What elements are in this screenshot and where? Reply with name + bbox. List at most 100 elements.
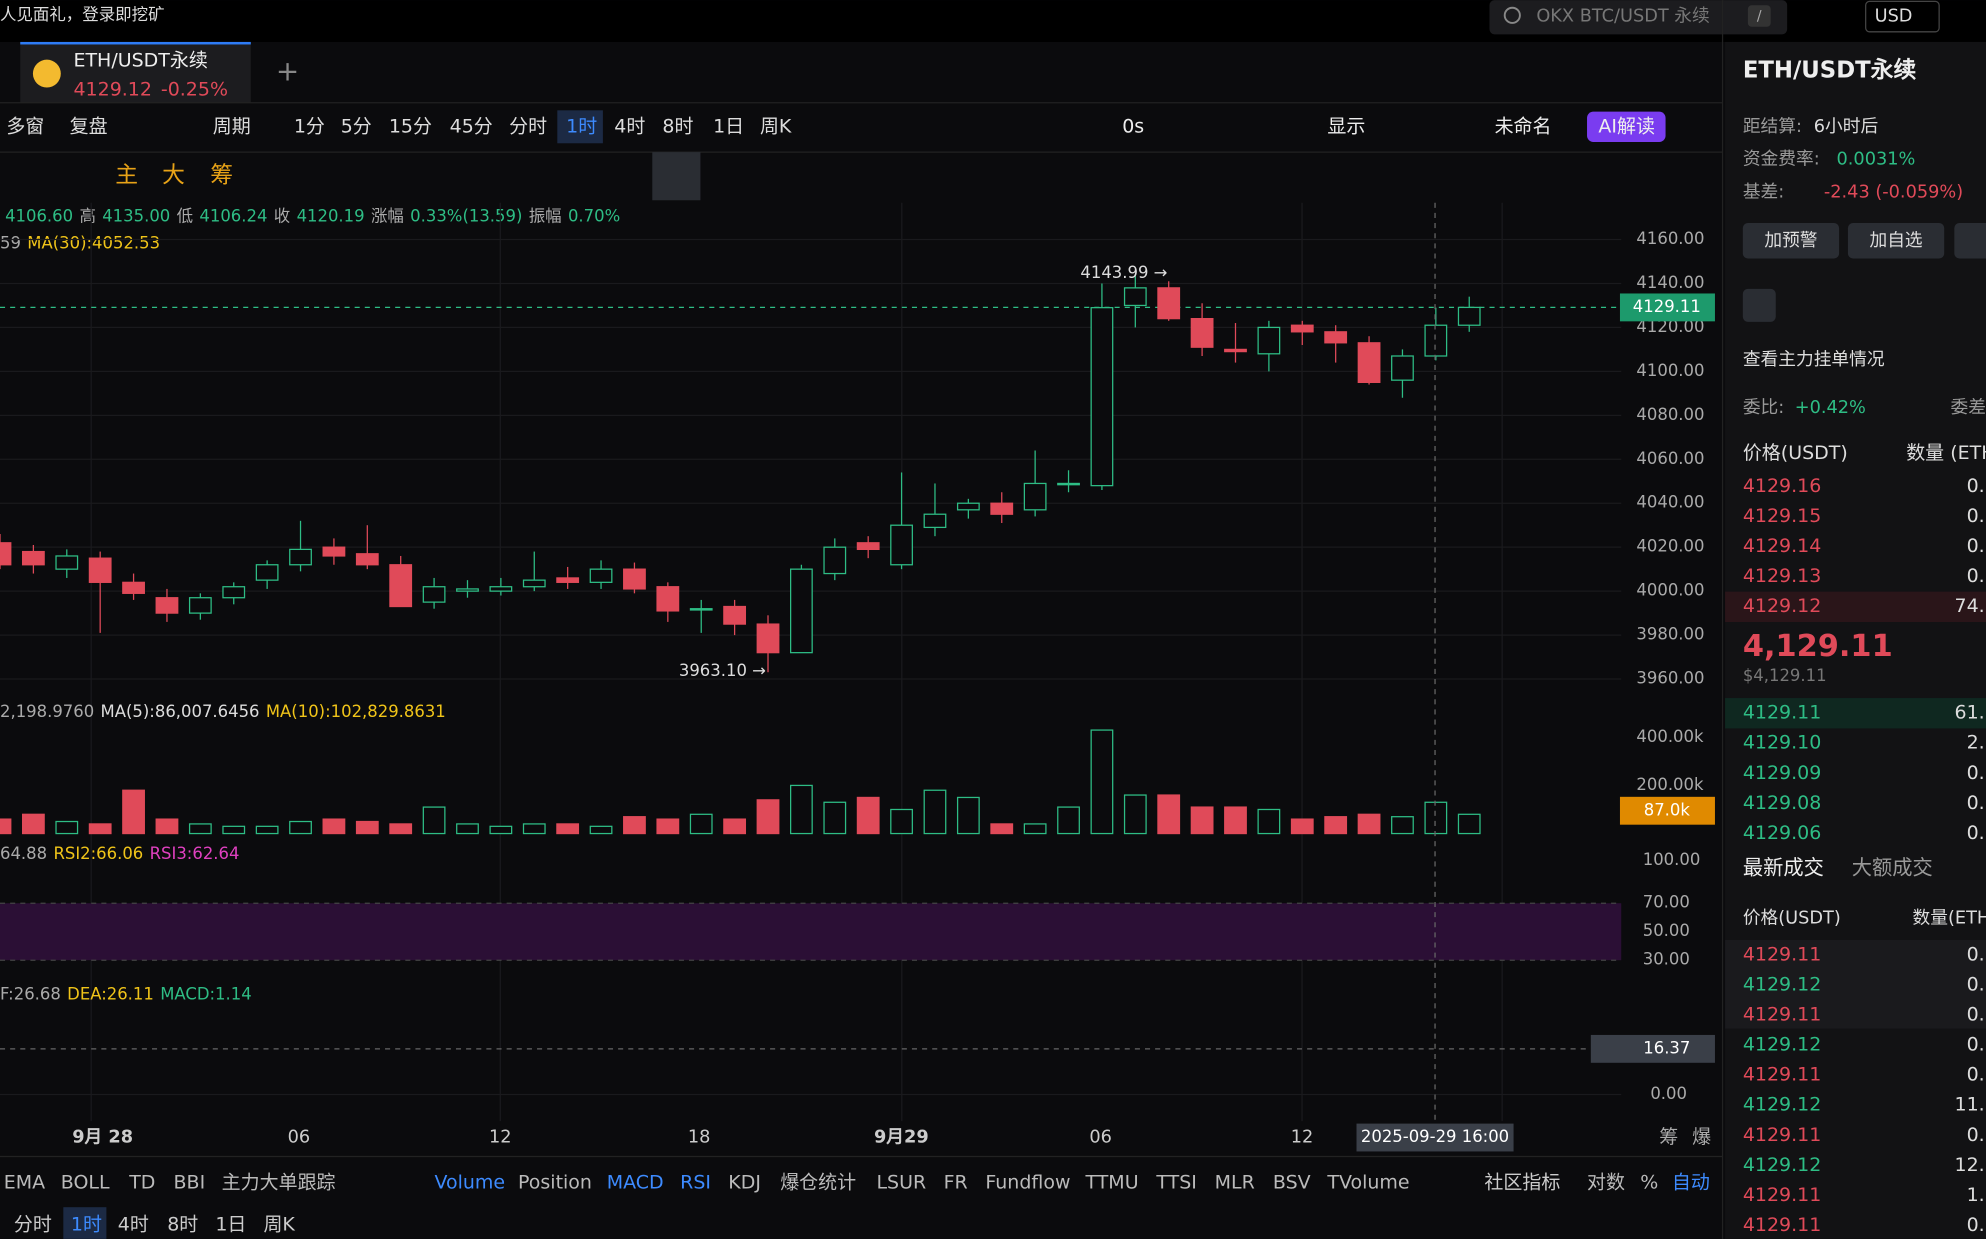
indicator[interactable]: EMA bbox=[4, 1172, 45, 1194]
panel-button bbox=[1954, 223, 1986, 259]
period-button[interactable]: 4时 bbox=[614, 115, 645, 137]
indicator[interactable]: Volume bbox=[434, 1172, 505, 1194]
period-button[interactable]: 1日 bbox=[215, 1213, 246, 1235]
book-header: 价格(USDT) bbox=[1743, 442, 1848, 464]
panel-button[interactable] bbox=[1847, 223, 1945, 259]
macd-legend: F:26.68 DEA:26.11 MACD:1.14 bbox=[0, 984, 252, 1003]
volume-bar bbox=[756, 799, 780, 835]
volume-bar bbox=[790, 784, 813, 835]
rsi-tick-label: 70.00 bbox=[1643, 893, 1690, 912]
period-button[interactable]: 周K bbox=[760, 115, 792, 137]
indicator[interactable]: MLR bbox=[1215, 1172, 1255, 1194]
tool-button[interactable]: 主 bbox=[115, 163, 138, 189]
axis-option[interactable]: 对数 bbox=[1587, 1172, 1625, 1194]
indicator[interactable]: 爆仓统计 bbox=[780, 1172, 856, 1194]
search-box[interactable] bbox=[1489, 0, 1788, 35]
trade-tab[interactable]: 大额成交 bbox=[1852, 856, 1933, 880]
period-button[interactable]: 5分 bbox=[341, 115, 372, 137]
indicator[interactable]: FR bbox=[944, 1172, 968, 1194]
active-period bbox=[557, 110, 603, 144]
period-button[interactable]: 复盘 bbox=[70, 115, 108, 137]
mid-usd: $4,129.11 bbox=[1743, 666, 1827, 685]
period-button[interactable]: 分时 bbox=[14, 1213, 52, 1235]
bid-price: 4129.06 bbox=[1743, 822, 1822, 844]
view-toggle[interactable] bbox=[1742, 288, 1776, 322]
corner-button[interactable]: 爆 bbox=[1692, 1126, 1711, 1148]
candle-body bbox=[856, 542, 880, 551]
tool-button[interactable]: 大 bbox=[162, 163, 185, 189]
ask-price: 4129.16 bbox=[1743, 475, 1822, 497]
volume-bar bbox=[823, 801, 847, 835]
indicator[interactable]: BSV bbox=[1273, 1172, 1311, 1194]
ohlc-line: 4106.60 高 4135.00 低 4106.24 收 4120.19 涨幅 0.33%(1… bbox=[5, 206, 620, 225]
period-button[interactable]: 1分 bbox=[294, 115, 325, 137]
volume-bar bbox=[155, 818, 179, 835]
tool-button[interactable]: 筹 bbox=[210, 163, 233, 189]
indicator[interactable]: TTMU bbox=[1084, 1172, 1138, 1194]
toolbar-button[interactable]: AI解读 bbox=[1598, 115, 1655, 137]
axis-option[interactable]: % bbox=[1640, 1172, 1658, 1194]
indicator[interactable]: BOLL bbox=[61, 1172, 110, 1194]
period-button[interactable]: 8时 bbox=[167, 1213, 198, 1235]
tab-indicator bbox=[20, 41, 251, 45]
depth-link[interactable]: 查看主力挂单情况 bbox=[1743, 349, 1885, 370]
toolbar-button[interactable]: 显示 bbox=[1327, 115, 1365, 137]
period-button[interactable]: 周K bbox=[263, 1213, 295, 1235]
trade-price: 4129.12 bbox=[1743, 1094, 1822, 1116]
axis-option[interactable]: 自动 bbox=[1672, 1172, 1710, 1194]
bid-price: 4129.09 bbox=[1743, 762, 1822, 784]
volume-bar bbox=[923, 789, 947, 835]
macd-legend-item: F:26.68 bbox=[0, 984, 61, 1003]
toolbar-button[interactable]: 0s bbox=[1122, 115, 1144, 137]
currency-select[interactable] bbox=[1865, 0, 1940, 33]
y-tick-label: 4080.00 bbox=[1636, 405, 1704, 424]
volume-bar bbox=[1057, 806, 1080, 835]
indicator[interactable]: KDJ bbox=[728, 1172, 761, 1194]
trade-tab[interactable]: 最新成交 bbox=[1743, 856, 1824, 880]
cursor-tag bbox=[1590, 1034, 1715, 1063]
indicator[interactable]: LSUR bbox=[876, 1172, 926, 1194]
indicator[interactable]: TD bbox=[128, 1172, 155, 1194]
add-tab[interactable]: + bbox=[276, 54, 299, 87]
candle-body bbox=[1357, 342, 1381, 383]
trade-qty: 0. bbox=[1967, 1064, 1985, 1086]
indicator[interactable]: Position bbox=[518, 1172, 592, 1194]
period-button[interactable]: 分时 bbox=[509, 115, 547, 137]
currency[interactable]: USD bbox=[1875, 7, 1913, 27]
candle-body bbox=[1424, 324, 1448, 357]
trade-price: 4129.12 bbox=[1743, 1154, 1822, 1176]
indicator[interactable]: MACD bbox=[607, 1172, 664, 1194]
ai-button[interactable] bbox=[1587, 111, 1666, 142]
volume-bar bbox=[1090, 729, 1114, 835]
volume-bar bbox=[389, 823, 413, 835]
volume-bar bbox=[1123, 794, 1147, 835]
ask-qty: 74. bbox=[1955, 595, 1985, 617]
trade-qty: 0. bbox=[1967, 974, 1985, 996]
period-button[interactable]: 15分 bbox=[389, 115, 432, 137]
period-button[interactable]: 多窗 bbox=[6, 115, 44, 137]
indicator[interactable]: Fundflow bbox=[985, 1172, 1070, 1194]
candle-body bbox=[88, 557, 112, 583]
period-button[interactable]: 45分 bbox=[450, 115, 493, 137]
community-indicators[interactable]: 社区指标 bbox=[1484, 1172, 1560, 1194]
period-button[interactable]: 1时 bbox=[71, 1213, 102, 1235]
indicator[interactable]: BBI bbox=[174, 1172, 206, 1194]
x-tick-label: 18 bbox=[688, 1128, 711, 1148]
indicator[interactable]: TVolume bbox=[1326, 1172, 1409, 1194]
period-button[interactable]: 1时 bbox=[566, 115, 597, 137]
period-button[interactable]: 1日 bbox=[713, 115, 744, 137]
panel-button[interactable] bbox=[1742, 223, 1840, 259]
indicator[interactable]: 主力大单跟踪 bbox=[222, 1172, 336, 1194]
period-button[interactable]: 4时 bbox=[118, 1213, 149, 1235]
period-button[interactable]: 周期 bbox=[213, 115, 251, 137]
ohlc-line-item: 0.33%(13.59) bbox=[410, 206, 522, 225]
y-tick-label: 4060.00 bbox=[1636, 449, 1704, 468]
toolbar-button[interactable]: 未命名 bbox=[1495, 115, 1552, 137]
corner-button[interactable]: 筹 bbox=[1659, 1126, 1678, 1148]
period-button[interactable]: 8时 bbox=[662, 115, 693, 137]
x-tick-label: 06 bbox=[1089, 1128, 1112, 1148]
candle-body bbox=[990, 502, 1014, 515]
indicator[interactable]: TTSI bbox=[1155, 1172, 1197, 1194]
indicator[interactable]: RSI bbox=[680, 1172, 711, 1194]
